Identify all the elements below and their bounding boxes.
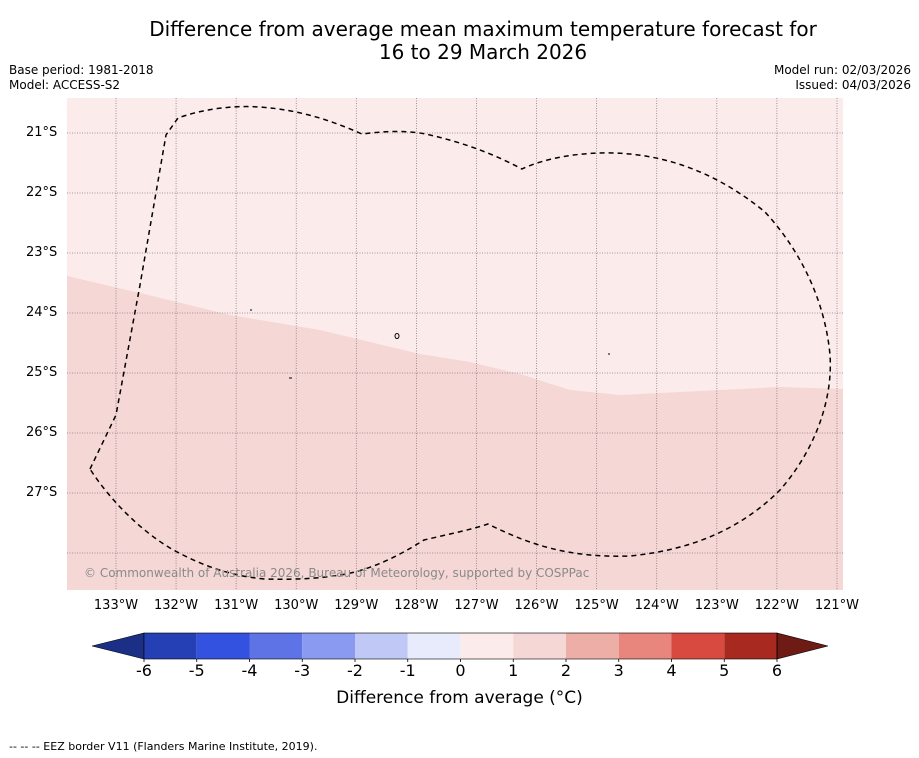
- lat-label: 21°S: [26, 125, 58, 140]
- colorbar-segment: [302, 633, 355, 659]
- lon-label: 127°W: [454, 598, 499, 613]
- colorbar: [91, 632, 829, 662]
- colorbar-tick-label: -3: [294, 661, 311, 680]
- eez-legend-note: -- -- -- EEZ border V11 (Flanders Marine…: [9, 740, 318, 753]
- colorbar-tick-label: -5: [188, 661, 205, 680]
- colorbar-segment: [144, 633, 197, 659]
- colorbar-label: Difference from average (°C): [336, 688, 583, 708]
- colorbar-segment: [460, 633, 514, 659]
- lon-label: 128°W: [394, 598, 439, 613]
- colorbar-segment: [566, 633, 619, 659]
- colorbar-segment: [513, 633, 566, 659]
- lon-label: 123°W: [694, 598, 739, 613]
- colorbar-tick-label: 5: [719, 661, 730, 680]
- model-run: Model run: 02/03/2026: [773, 63, 911, 77]
- lon-label: 132°W: [153, 598, 199, 613]
- colorbar-segment: [618, 633, 672, 659]
- copyright-notice: © Commonwealth of Australia 2026, Bureau…: [84, 566, 590, 580]
- meta-left: Base period: 1981-2018 Model: ACCESS-S2: [9, 63, 154, 93]
- colorbar-segment: [407, 633, 461, 659]
- colorbar-extend-low: [91, 632, 145, 660]
- lat-label: 25°S: [26, 365, 58, 380]
- colorbar-tick-label: 2: [560, 661, 572, 680]
- colorbar-segment: [671, 633, 725, 659]
- chart-title: Difference from average mean maximum tem…: [0, 18, 919, 64]
- colorbar-tick-label: -6: [136, 661, 152, 680]
- lon-label: 124°W: [634, 598, 679, 613]
- colorbar-tick-label: -4: [241, 661, 258, 680]
- lon-label: 129°W: [334, 598, 379, 613]
- grid-lines: [67, 98, 843, 590]
- lon-label: 125°W: [574, 598, 619, 613]
- lon-label: 130°W: [274, 598, 319, 613]
- colorbar-segment: [249, 633, 303, 659]
- colorbar-tick-label: -1: [399, 661, 416, 680]
- lat-label: 23°S: [26, 245, 58, 260]
- lon-label: 121°W: [814, 598, 860, 613]
- island-mark: [394, 333, 400, 339]
- colorbar-tick-label: 6: [771, 661, 783, 680]
- island-markers: [250, 309, 610, 379]
- eez-border: [89, 105, 832, 580]
- lat-label: 27°S: [26, 485, 58, 500]
- colorbar-segment: [196, 633, 250, 659]
- title-line-2: 16 to 29 March 2026: [378, 40, 588, 64]
- colorbar-tick-label: -2: [347, 661, 363, 680]
- lon-label: 122°W: [754, 598, 799, 613]
- lat-label: 22°S: [26, 185, 58, 200]
- colorbar-tick-label: 1: [508, 661, 519, 680]
- colorbar-tick-label: 3: [613, 661, 624, 680]
- colorbar-tick-label: 4: [666, 661, 677, 680]
- lon-label: 133°W: [93, 598, 139, 613]
- meta-right: Model run: 02/03/2026 Issued: 04/03/2026: [774, 63, 911, 93]
- colorbar-extend-high: [776, 632, 829, 660]
- lon-label: 126°W: [514, 598, 559, 613]
- map-plot-area: [67, 98, 843, 590]
- base-period: Base period: 1981-2018: [9, 63, 154, 77]
- colorbar-segment: [724, 633, 777, 659]
- colorbar-segment: [355, 633, 408, 659]
- issued-date: Issued: 04/03/2026: [795, 78, 911, 92]
- lat-label: 26°S: [26, 425, 58, 440]
- lat-label: 24°S: [26, 305, 58, 320]
- title-line-1: Difference from average mean maximum tem…: [149, 17, 817, 41]
- lon-label: 131°W: [214, 598, 259, 613]
- model-name: Model: ACCESS-S2: [9, 78, 121, 92]
- colorbar-tick-label: 0: [455, 661, 466, 680]
